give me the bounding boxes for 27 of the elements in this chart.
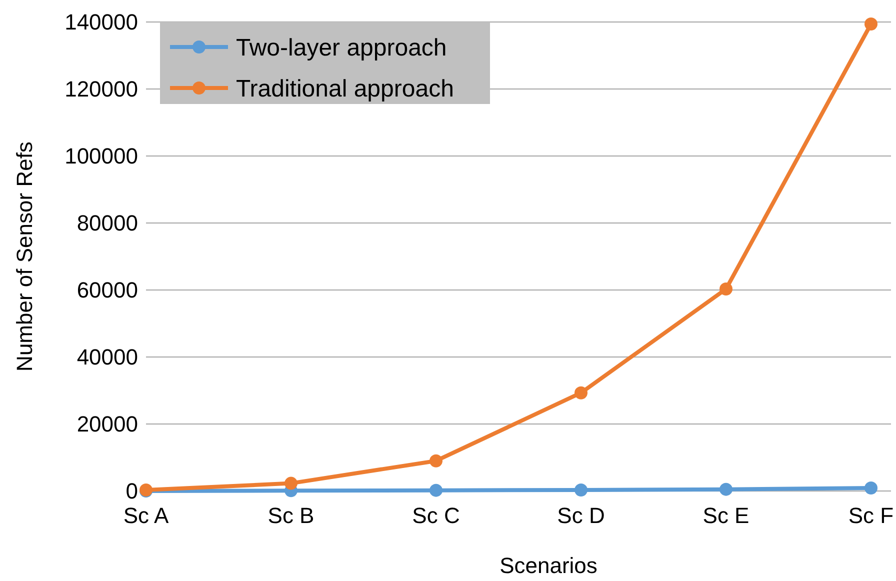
point [720, 282, 732, 296]
point [864, 18, 878, 31]
y-tick-label: 60000 [76, 278, 138, 303]
x-tick-label: Sc C [412, 503, 460, 528]
point [430, 484, 442, 497]
y-tick-label: 0 [126, 478, 138, 504]
x-tick-label: Sc B [268, 503, 314, 528]
x-tick-label: Sc D [557, 503, 605, 528]
y-axis-title: Number of Sensor Refs [12, 142, 37, 372]
y-tick-label: 80000 [76, 210, 138, 236]
x-tick-label: Sc F [848, 503, 894, 528]
y-tick-label: 40000 [76, 344, 138, 370]
point [430, 454, 442, 468]
x-axis-title: Scenarios [500, 553, 598, 578]
x-tick-label: Sc A [123, 503, 169, 528]
point [720, 482, 732, 496]
point [574, 386, 588, 400]
x-tick-label: Sc E [702, 503, 750, 528]
legend-label: Traditional approach [236, 75, 454, 102]
point [574, 483, 588, 496]
y-tick-label: 140000 [64, 10, 138, 35]
point [284, 476, 298, 490]
y-tick-label: 100000 [64, 144, 138, 169]
y-tick-label: 120000 [64, 76, 138, 102]
y-tick-label: 20000 [76, 412, 138, 437]
point [864, 481, 878, 494]
legend-label: Two-layer approach [236, 34, 447, 62]
